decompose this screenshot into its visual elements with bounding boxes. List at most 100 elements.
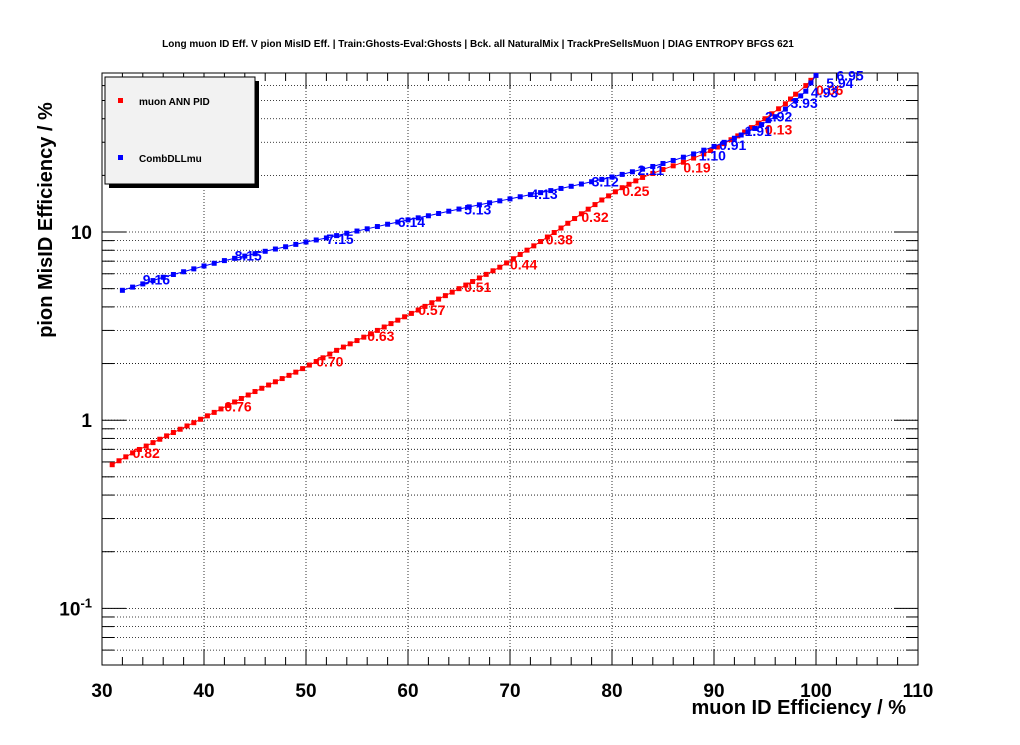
data-point	[721, 139, 727, 145]
data-point	[589, 179, 595, 185]
data-point	[130, 450, 136, 456]
data-point	[793, 97, 799, 103]
data-point	[619, 171, 625, 177]
data-point	[578, 211, 584, 217]
data-point	[578, 181, 584, 187]
data-point	[232, 255, 238, 261]
data-point	[415, 215, 421, 221]
data-point	[211, 409, 217, 415]
data-point	[466, 204, 472, 210]
data-point	[436, 296, 442, 302]
data-point	[798, 93, 804, 99]
data-point	[191, 420, 197, 426]
data-point	[490, 268, 496, 274]
data-point	[517, 194, 523, 200]
data-point	[813, 72, 819, 78]
data-point	[599, 176, 605, 182]
data-point	[344, 230, 350, 236]
data-point	[293, 241, 299, 247]
legend-label: CombDLLmu	[139, 154, 202, 165]
data-point	[626, 181, 632, 187]
data-point	[463, 282, 469, 288]
data-point	[313, 237, 319, 243]
data-point	[143, 443, 149, 449]
legend: muon ANN PID CombDLLmu	[104, 76, 259, 188]
point-label: 1.10	[699, 148, 726, 164]
data-point	[160, 274, 166, 280]
data-point	[225, 402, 231, 408]
data-point	[150, 278, 156, 284]
data-point	[660, 166, 666, 172]
data-point	[109, 462, 115, 468]
data-point	[327, 351, 333, 357]
data-point	[629, 169, 635, 175]
point-label: 5.94	[826, 75, 853, 91]
legend-box	[104, 76, 256, 185]
data-point	[340, 344, 346, 350]
data-point	[252, 251, 258, 257]
data-point	[483, 271, 489, 277]
point-label: 2.92	[765, 109, 792, 125]
x-tick-label: 30	[91, 681, 112, 702]
data-point	[640, 166, 646, 172]
data-point	[177, 426, 183, 432]
point-label: 0.91	[719, 137, 746, 153]
x-axis-title: muon ID Efficiency / %	[692, 697, 907, 719]
data-point	[738, 132, 744, 138]
data-point	[395, 219, 401, 225]
data-point	[568, 183, 574, 189]
point-label: 0.44	[510, 257, 537, 273]
data-point	[198, 416, 204, 422]
point-label: 9.16	[143, 271, 170, 287]
point-label: 0.76	[224, 399, 251, 415]
data-point	[405, 217, 411, 223]
point-label: 7.15	[326, 231, 353, 247]
x-tick-label: 40	[193, 681, 214, 702]
data-point	[765, 118, 771, 124]
legend-marker	[118, 98, 123, 103]
point-label: 0.06	[816, 82, 843, 98]
point-label: 0.13	[765, 122, 792, 138]
data-point	[524, 247, 530, 253]
data-point	[374, 224, 380, 230]
data-point	[306, 362, 312, 368]
data-point	[218, 406, 224, 412]
data-point	[788, 96, 793, 102]
data-point	[442, 293, 448, 299]
point-label: 3.93	[791, 95, 818, 111]
data-point	[782, 101, 788, 107]
data-point	[708, 147, 714, 153]
data-point	[385, 221, 391, 227]
data-point	[283, 244, 289, 250]
data-point	[527, 192, 533, 198]
data-point	[585, 206, 591, 212]
x-tick-label: 50	[295, 681, 316, 702]
data-point	[279, 376, 285, 382]
data-point	[772, 114, 778, 120]
data-point	[119, 287, 125, 293]
data-point	[449, 289, 455, 295]
point-label: 0.63	[367, 328, 394, 344]
data-point	[334, 233, 340, 239]
data-point	[221, 258, 227, 264]
data-point	[347, 341, 353, 347]
data-point	[606, 193, 612, 199]
data-point	[759, 122, 765, 128]
y-axis-title: pion MisID Efficiency / %	[35, 102, 57, 338]
data-point	[136, 446, 142, 452]
data-point	[487, 200, 493, 206]
data-point	[619, 185, 625, 191]
data-point	[476, 275, 482, 281]
data-point	[245, 392, 251, 398]
y-tick-label: 1	[81, 411, 92, 432]
data-point	[650, 163, 656, 169]
data-point	[425, 213, 431, 219]
point-label: 4.13	[530, 186, 557, 202]
data-point	[354, 228, 360, 234]
data-point	[808, 77, 814, 83]
data-point	[140, 281, 146, 287]
data-point	[415, 307, 421, 313]
data-point	[456, 206, 462, 212]
point-label: 3.12	[592, 173, 619, 189]
